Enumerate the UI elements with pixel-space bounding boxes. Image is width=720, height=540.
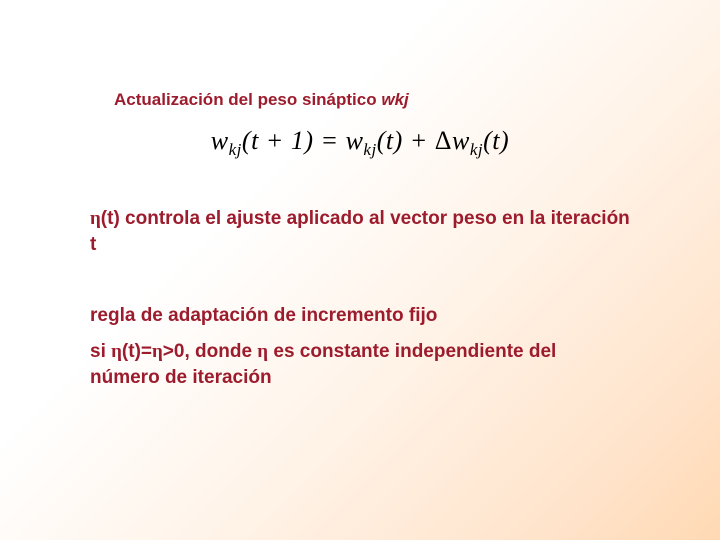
eq-plus: + <box>403 126 435 155</box>
eq-r1-sub: kj <box>363 140 376 159</box>
eq-r2-w: w <box>452 126 470 155</box>
paragraph-eta-control: η(t) controla el ajuste aplicado al vect… <box>90 206 630 257</box>
weight-update-equation: wkj(t + 1) = wkj(t) + Δwkj(t) <box>90 126 630 160</box>
paragraph-rule-condition: si η(t)=η>0, donde η es constante indepe… <box>90 339 630 390</box>
eq-delta: Δ <box>435 126 452 155</box>
eq-r2-sub: kj <box>470 140 483 159</box>
eq-r2-arg: (t) <box>483 126 509 155</box>
title-text: Actualización del peso sináptico <box>114 90 381 109</box>
para2-text: regla de adaptación de incremento fijo <box>90 305 437 326</box>
eta-symbol-4: η <box>257 341 268 362</box>
para1-rest: controla el ajuste aplicado al vector pe… <box>90 208 630 255</box>
eta-symbol-3: η <box>152 341 163 362</box>
eta-symbol-2: η <box>111 341 122 362</box>
eq-r1-w: w <box>346 126 364 155</box>
title-var: wkj <box>381 90 408 109</box>
eq-lhs-sub: kj <box>229 140 242 159</box>
eq-equals: = <box>314 126 346 155</box>
para3-gt: >0 <box>163 341 185 362</box>
eq-r1-arg: (t) <box>377 126 403 155</box>
eta-arg: (t) <box>101 208 120 229</box>
paragraph-rule-heading: regla de adaptación de incremento fijo <box>90 303 630 329</box>
para3-arg: (t)= <box>122 341 152 362</box>
section-title: Actualización del peso sináptico wkj <box>114 90 630 110</box>
eq-lhs-w: w <box>211 126 229 155</box>
eq-lhs-arg: (t + 1) <box>242 126 314 155</box>
para3-mid: , donde <box>184 341 257 362</box>
eta-symbol: η <box>90 208 101 229</box>
para3-pre: si <box>90 341 111 362</box>
